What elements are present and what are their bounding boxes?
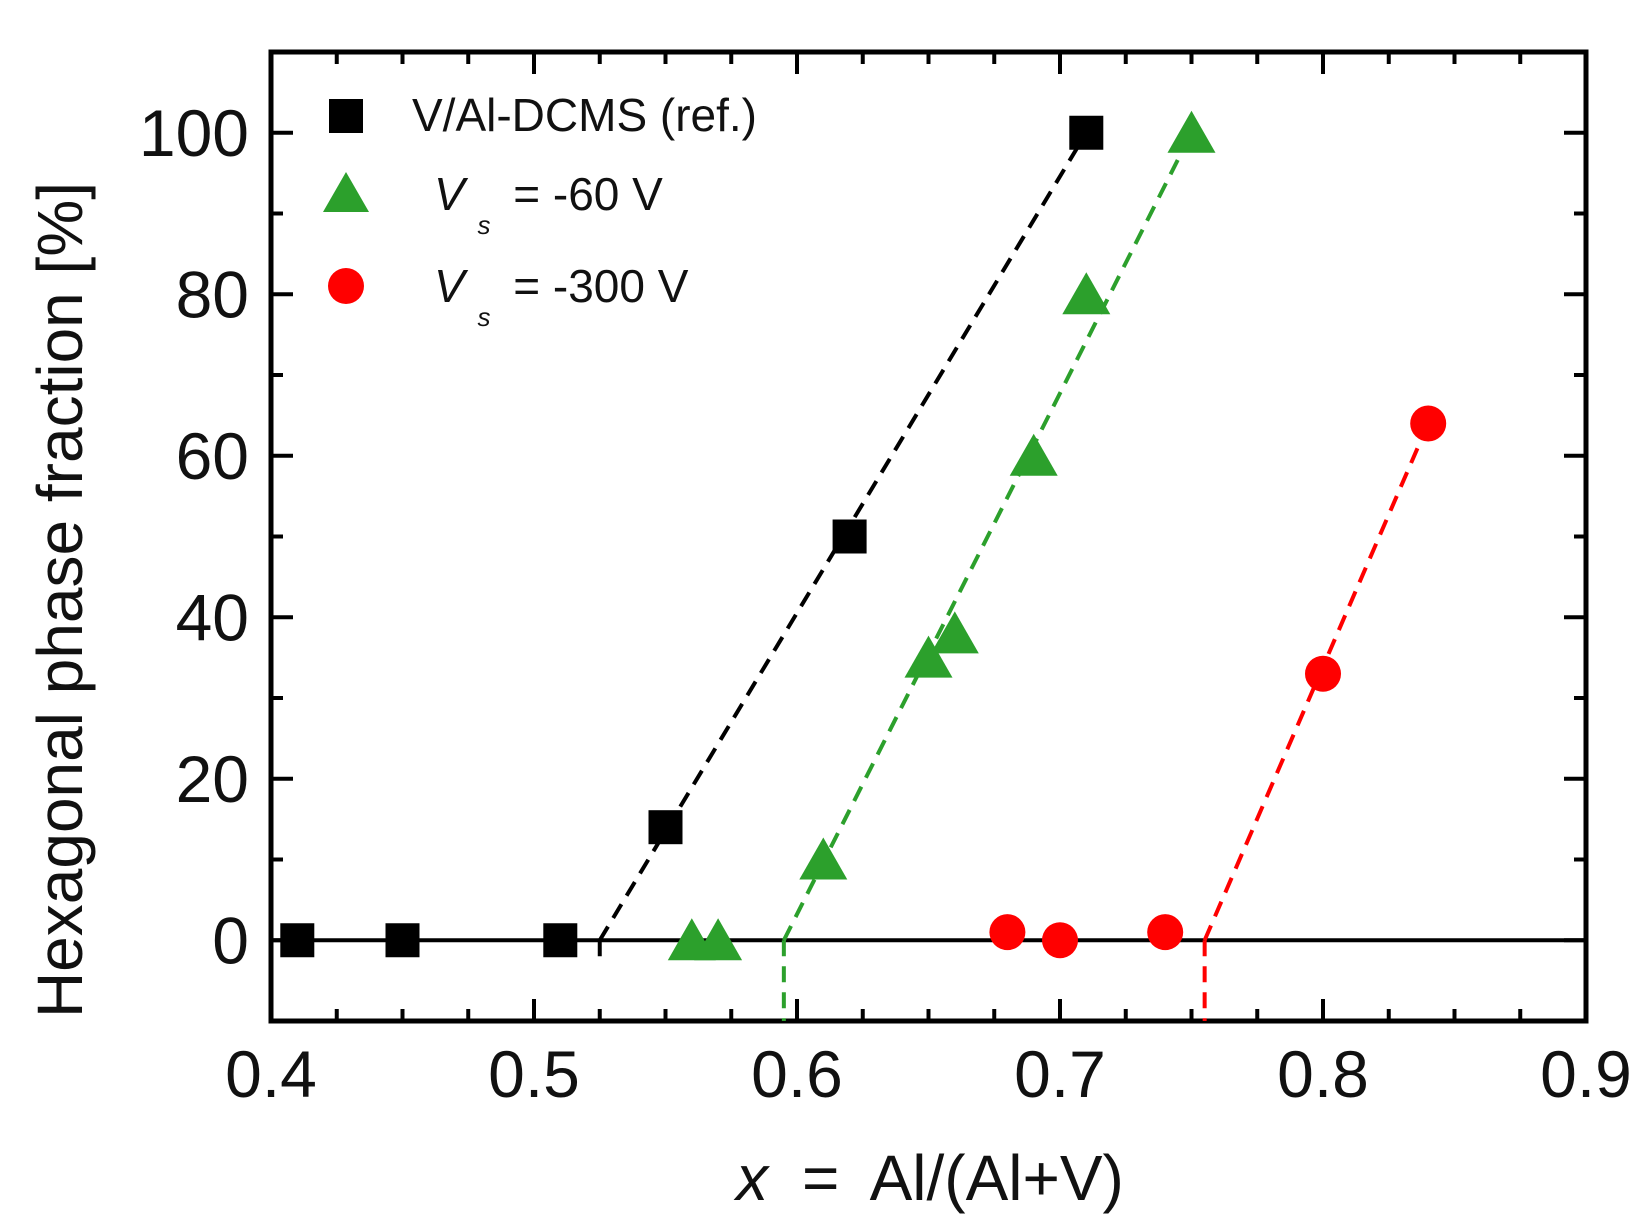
data-markers xyxy=(280,110,1447,961)
x-tick-label: 0.5 xyxy=(488,1037,580,1111)
fit-line xyxy=(782,131,1194,942)
legend-60v-rest: = -60 V xyxy=(513,168,663,220)
legend-entry-60v: V s = -60 V xyxy=(323,168,663,244)
data-point-triangle xyxy=(799,837,848,880)
data-point-circle xyxy=(989,914,1026,951)
x-tick-label: 0.9 xyxy=(1540,1037,1632,1111)
data-point-triangle xyxy=(1062,272,1111,315)
legend-entry-300v: V s = -300 V xyxy=(328,260,689,336)
tick-labels: 0.4 0.5 0.6 0.7 0.8 0.9 0 20 40 60 80 100 xyxy=(139,96,1632,1111)
y-tick-label: 40 xyxy=(176,580,249,654)
legend-square-marker xyxy=(329,99,363,133)
data-point-circle xyxy=(1147,914,1184,951)
data-point-triangle xyxy=(930,611,979,654)
legend-300v-var: V xyxy=(434,260,469,312)
x-axis-variable: x xyxy=(733,1142,770,1214)
legend-label-dcms: V/Al-DCMS (ref.) xyxy=(412,89,757,141)
x-tick-label: 0.6 xyxy=(751,1037,843,1111)
legend-60v-sub: s xyxy=(477,210,490,240)
y-axis-title: Hexagonal phase fraction [%] xyxy=(24,182,96,1018)
x-axis-equals: = xyxy=(802,1142,839,1214)
legend: V/Al-DCMS (ref.) V s = -60 V V s = -300 … xyxy=(323,89,757,336)
x-tick-label: 0.8 xyxy=(1277,1037,1369,1111)
legend-circle-marker xyxy=(328,268,364,304)
x-axis-title: x = Al/(Al+V) xyxy=(733,1142,1124,1214)
data-point-triangle xyxy=(1167,110,1216,153)
y-tick-label: 100 xyxy=(139,96,249,170)
legend-60v-var: V xyxy=(434,168,469,220)
data-point-square xyxy=(280,923,315,958)
fit-lines xyxy=(597,131,1431,1021)
legend-entry-dcms: V/Al-DCMS (ref.) xyxy=(329,89,757,141)
legend-300v-rest: = -300 V xyxy=(513,260,688,312)
data-point-square xyxy=(1069,115,1104,150)
legend-label-300v: V s = -300 V xyxy=(434,260,689,336)
y-tick-label: 20 xyxy=(176,742,249,816)
x-tick-label: 0.4 xyxy=(225,1037,317,1111)
legend-label-60v: V s = -60 V xyxy=(434,168,663,244)
legend-300v-sub: s xyxy=(477,302,490,332)
data-point-circle xyxy=(1410,405,1447,442)
data-point-square xyxy=(832,519,867,554)
x-axis-expression: Al/(Al+V) xyxy=(870,1142,1124,1214)
data-point-square xyxy=(543,923,578,958)
y-tick-label: 60 xyxy=(176,419,249,493)
data-point-triangle xyxy=(904,635,953,678)
data-point-circle xyxy=(1305,655,1341,692)
data-point-circle xyxy=(1042,922,1078,959)
fit-line xyxy=(1202,422,1431,942)
data-point-triangle xyxy=(694,918,743,961)
y-tick-label: 80 xyxy=(176,257,249,331)
x-tick-label: 0.7 xyxy=(1014,1037,1106,1111)
legend-triangle-marker xyxy=(323,172,369,212)
data-point-square xyxy=(385,923,420,958)
y-tick-label: 0 xyxy=(212,903,249,977)
data-point-triangle xyxy=(1009,433,1058,476)
data-point-square xyxy=(648,810,683,845)
